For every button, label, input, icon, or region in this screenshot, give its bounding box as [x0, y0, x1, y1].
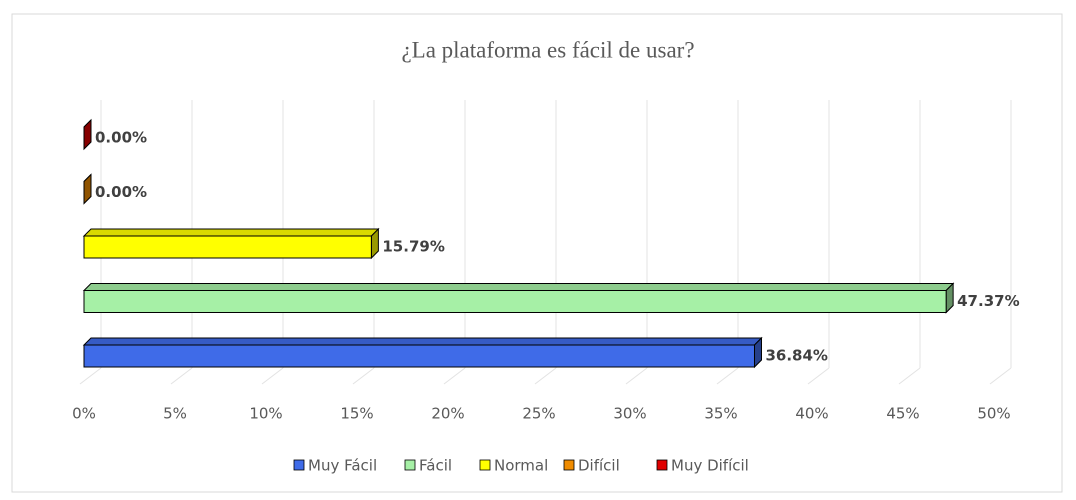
x-tick-label: 20%: [431, 405, 464, 423]
bar-side: [83, 118, 92, 151]
legend-swatch: [404, 459, 416, 471]
grid-floor-line: [534, 367, 557, 385]
bar-top: [82, 337, 763, 346]
grid-floor-line: [716, 367, 739, 385]
value-label: 0.00%: [95, 129, 147, 147]
legend-swatch: [563, 459, 575, 471]
bar: [83, 235, 372, 259]
legend-label: Difícil: [578, 457, 620, 475]
grid-floor-line: [79, 367, 102, 385]
legend-swatch: [656, 459, 668, 471]
legend-label: Fácil: [419, 457, 452, 475]
x-tick-label: 35%: [704, 405, 737, 423]
x-tick-label: 0%: [72, 405, 96, 423]
grid-floor-line: [443, 367, 466, 385]
grid-floor-line: [898, 367, 921, 385]
legend-swatch: [479, 459, 491, 471]
x-tick-label: 10%: [249, 405, 282, 423]
value-label: 0.00%: [95, 183, 147, 201]
x-tick-label: 50%: [977, 405, 1010, 423]
bar-side: [83, 173, 92, 205]
value-label: 15.79%: [382, 238, 444, 256]
grid-floor-line: [807, 367, 830, 385]
chart-title: ¿La plataforma es fácil de usar?: [401, 37, 694, 62]
bar: [83, 344, 755, 368]
grid-floor-line: [625, 367, 648, 385]
x-tick-label: 15%: [340, 405, 373, 423]
value-label: 47.37%: [957, 292, 1019, 310]
bar-top: [82, 228, 380, 237]
x-tick-label: 25%: [522, 405, 555, 423]
legend-label: Normal: [494, 457, 548, 475]
legend-label: Muy Difícil: [671, 457, 749, 475]
legend-swatch: [293, 459, 305, 471]
grid-floor-line: [170, 367, 193, 385]
bar: [83, 290, 947, 313]
grid-floor-line: [261, 367, 284, 385]
x-tick-label: 45%: [886, 405, 919, 423]
value-label: 36.84%: [765, 347, 827, 365]
bar-top: [82, 283, 955, 291]
x-tick-label: 40%: [795, 405, 828, 423]
grid-floor-line: [352, 367, 375, 385]
legend-label: Muy Fácil: [308, 457, 377, 475]
grid-floor-line: [989, 367, 1012, 385]
x-tick-label: 30%: [613, 405, 646, 423]
x-tick-label: 5%: [163, 405, 187, 423]
